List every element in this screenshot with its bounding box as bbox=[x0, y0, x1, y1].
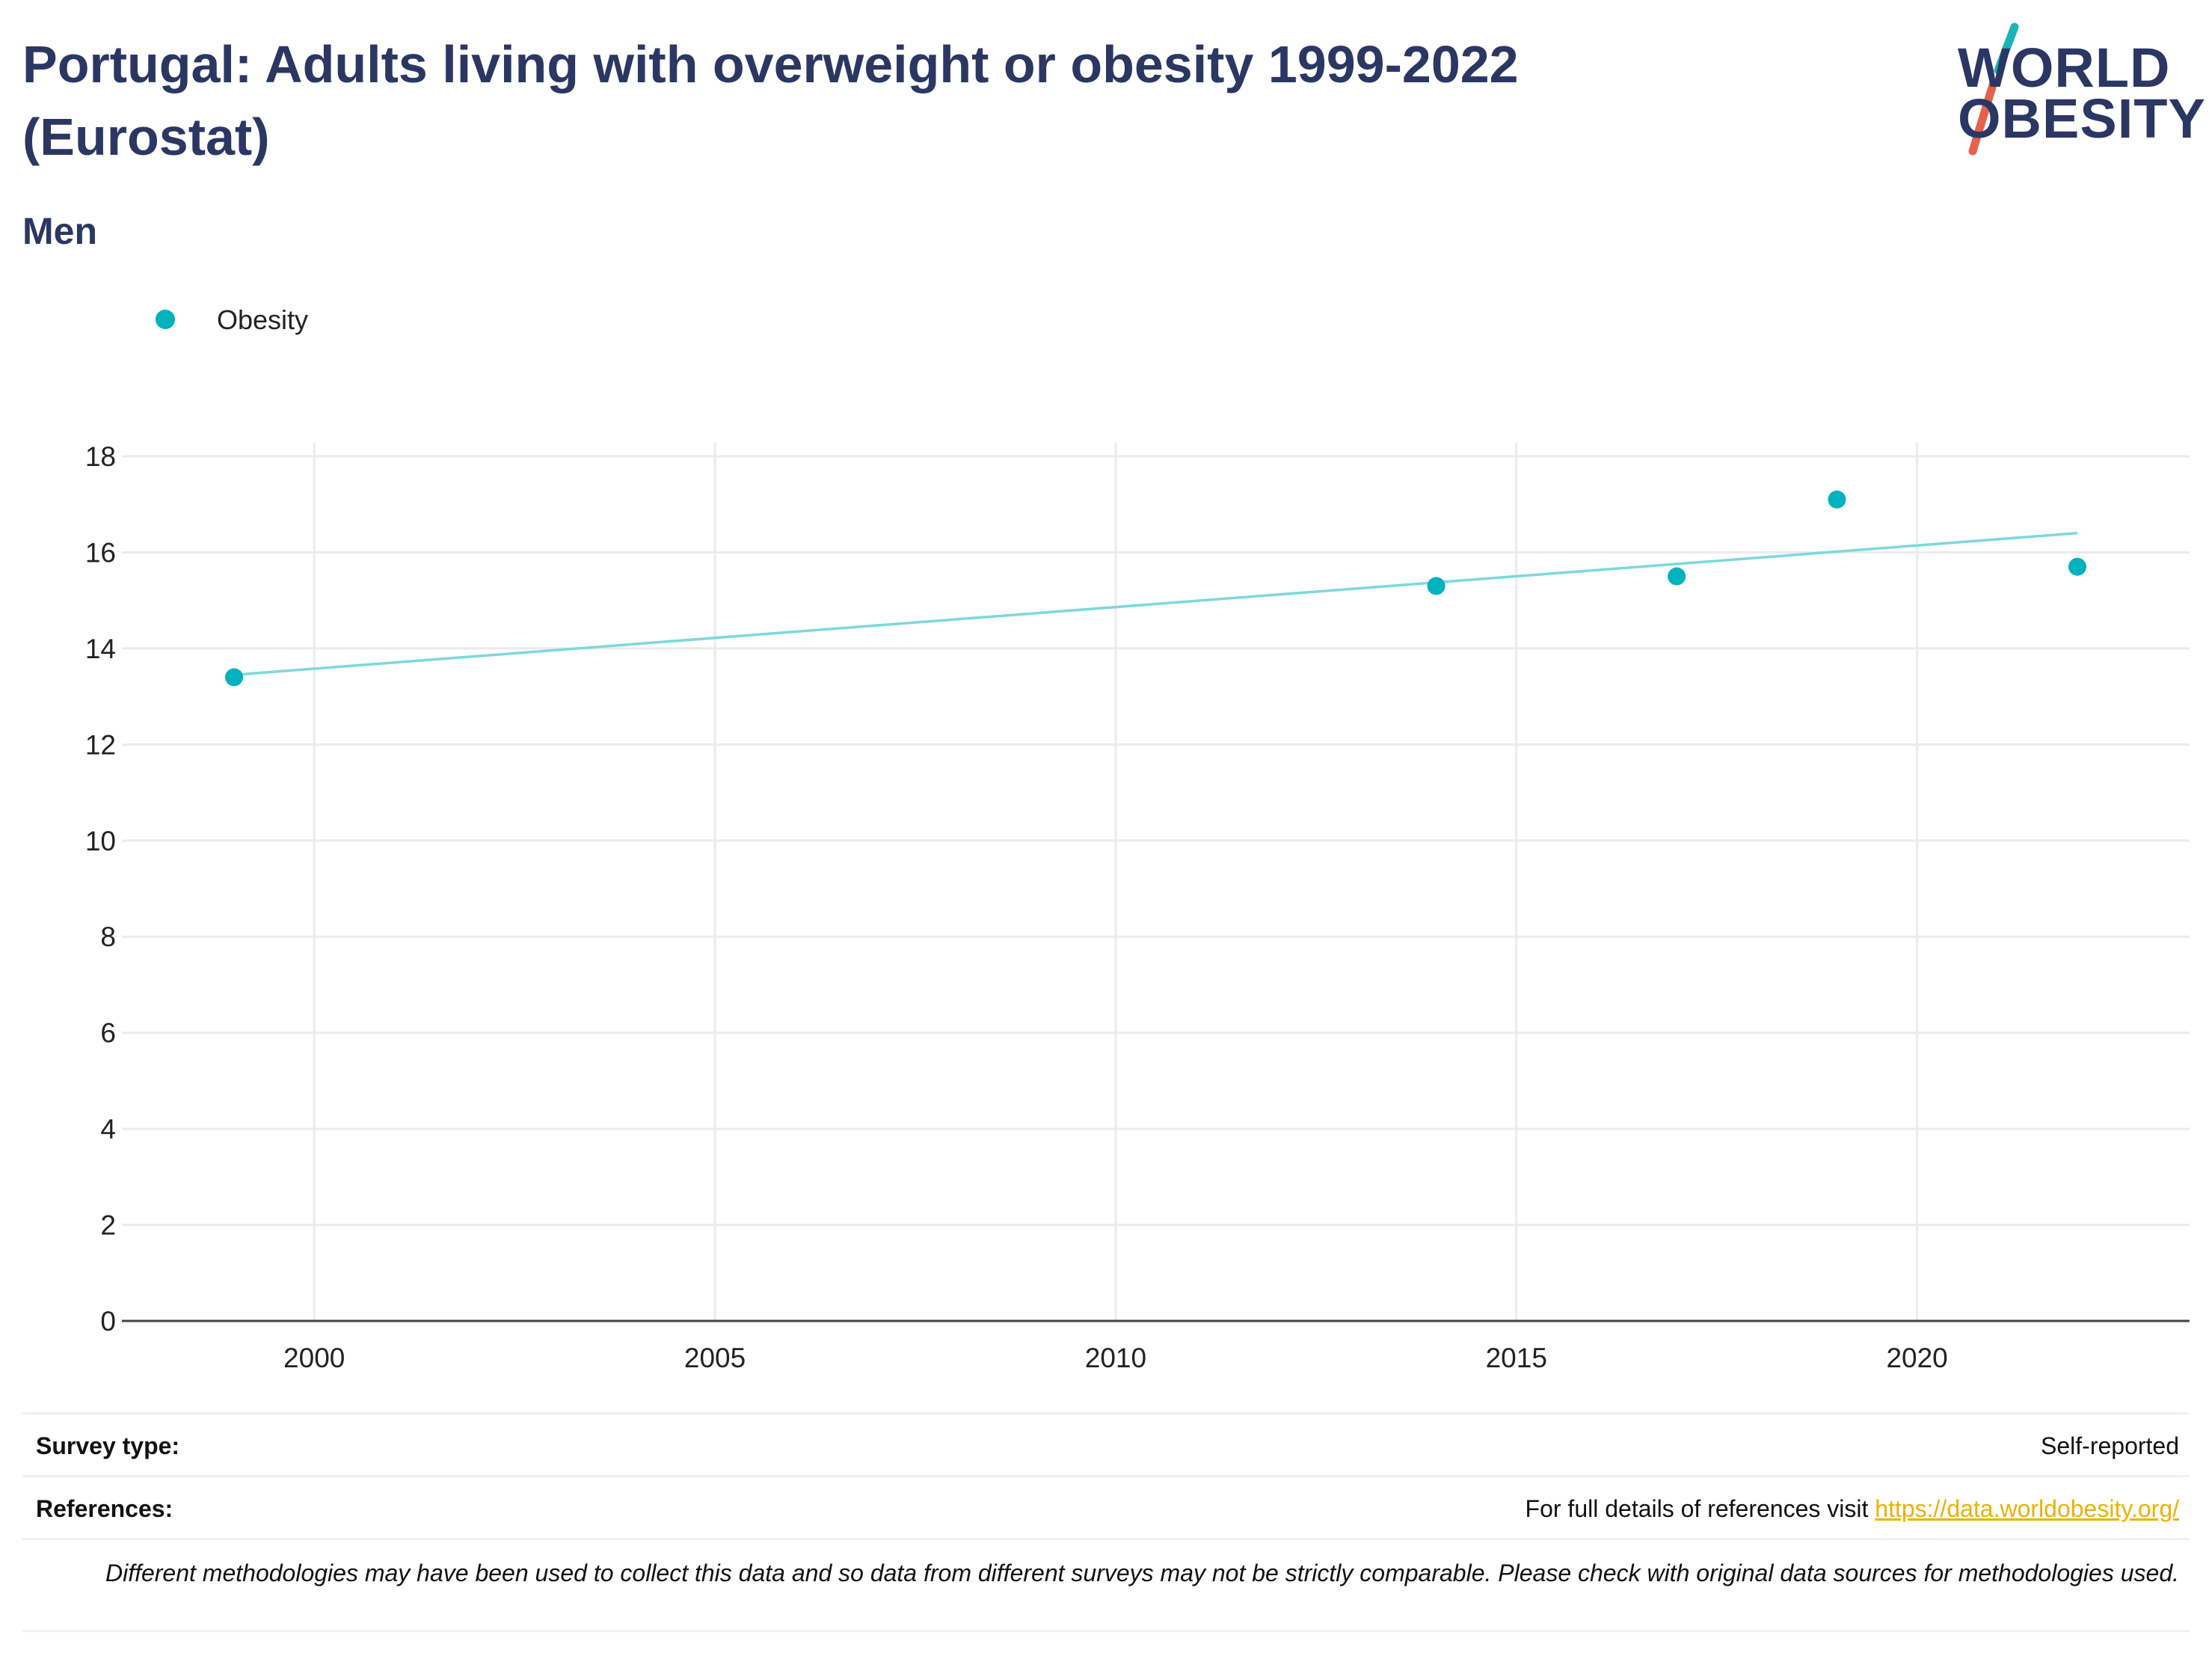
y-tick-label: 10 bbox=[85, 826, 116, 856]
grid-lines bbox=[122, 443, 2190, 1321]
trendline bbox=[233, 532, 2078, 676]
survey-type-value: Self-reported bbox=[2041, 1432, 2179, 1459]
y-tick-label: 2 bbox=[100, 1210, 116, 1241]
x-tick-label: 2010 bbox=[1085, 1343, 1146, 1373]
logo-slash-icon bbox=[1968, 22, 2019, 156]
methodology-note: Different methodologies may have been us… bbox=[22, 1538, 2190, 1632]
y-tick-label: 16 bbox=[85, 537, 116, 568]
survey-type-row: Survey type: Self-reported bbox=[22, 1412, 2190, 1475]
y-tick-label: 14 bbox=[85, 634, 116, 664]
logo-text-obesity: OBESITY bbox=[1958, 88, 2206, 150]
obesity-scatter-chart: 0 2 4 6 8 10 12 14 16 18 2000 2005 2010 2015 2020 bbox=[85, 441, 2190, 1373]
methodology-note-text: Different methodologies may have been us… bbox=[105, 1560, 2179, 1586]
legend-label-obesity: Obesity bbox=[217, 304, 309, 335]
x-tick-label: 2005 bbox=[684, 1343, 746, 1373]
y-tick-label: 18 bbox=[85, 441, 116, 472]
references-label: References: bbox=[36, 1495, 173, 1522]
y-tick-label: 0 bbox=[100, 1306, 116, 1337]
y-tick-label: 12 bbox=[85, 729, 116, 760]
world-obesity-logo: WORLD OBESITY bbox=[1944, 22, 2205, 157]
references-link[interactable]: https://data.worldobesity.org/ bbox=[1875, 1495, 2179, 1522]
references-row: References: For full details of referenc… bbox=[22, 1475, 2190, 1538]
survey-type-label: Survey type: bbox=[36, 1432, 180, 1459]
data-points bbox=[225, 490, 2086, 687]
references-text: For full details of references visit bbox=[1525, 1495, 1875, 1522]
x-tick-label: 2000 bbox=[283, 1343, 345, 1373]
chart-title: Portugal: Adults living with overweight … bbox=[22, 35, 1519, 166]
legend-marker-obesity bbox=[156, 310, 175, 329]
y-tick-label: 6 bbox=[100, 1018, 116, 1049]
data-point-obesity[interactable] bbox=[1427, 577, 1446, 595]
chart-subtitle: Men bbox=[22, 210, 97, 252]
logo-text-world: WORLD bbox=[1958, 37, 2171, 99]
references-value: For full details of references visit htt… bbox=[1526, 1495, 2179, 1523]
y-tick-label: 8 bbox=[100, 922, 116, 952]
trendline-layer bbox=[233, 532, 2078, 676]
x-tick-label: 2015 bbox=[1486, 1343, 1547, 1373]
axes: 0 2 4 6 8 10 12 14 16 18 2000 2005 2010 2015 2020 bbox=[85, 441, 2190, 1373]
data-point-obesity[interactable] bbox=[1668, 567, 1686, 586]
x-tick-label: 2020 bbox=[1886, 1343, 1947, 1373]
data-point-obesity[interactable] bbox=[2068, 557, 2086, 576]
y-tick-label: 4 bbox=[100, 1114, 116, 1144]
data-point-obesity[interactable] bbox=[225, 668, 244, 687]
data-point-obesity[interactable] bbox=[1828, 490, 1846, 509]
